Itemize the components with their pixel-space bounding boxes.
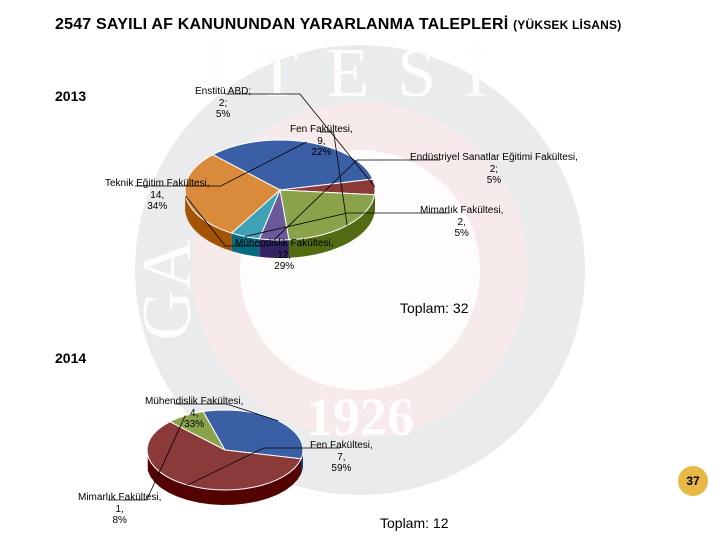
total-2014: Toplam: 12 [380, 515, 448, 531]
page-number: 37 [686, 474, 699, 488]
pie2014-slice-label: Fen Fakültesi,7,59% [310, 440, 373, 475]
pie2014-slice-label: Mühendislik Fakültesi,4,33% [145, 396, 243, 431]
pie2014-slice-label: Mimarlık Fakültesi,1,8% [78, 492, 161, 527]
page-number-badge: 37 [678, 466, 708, 496]
